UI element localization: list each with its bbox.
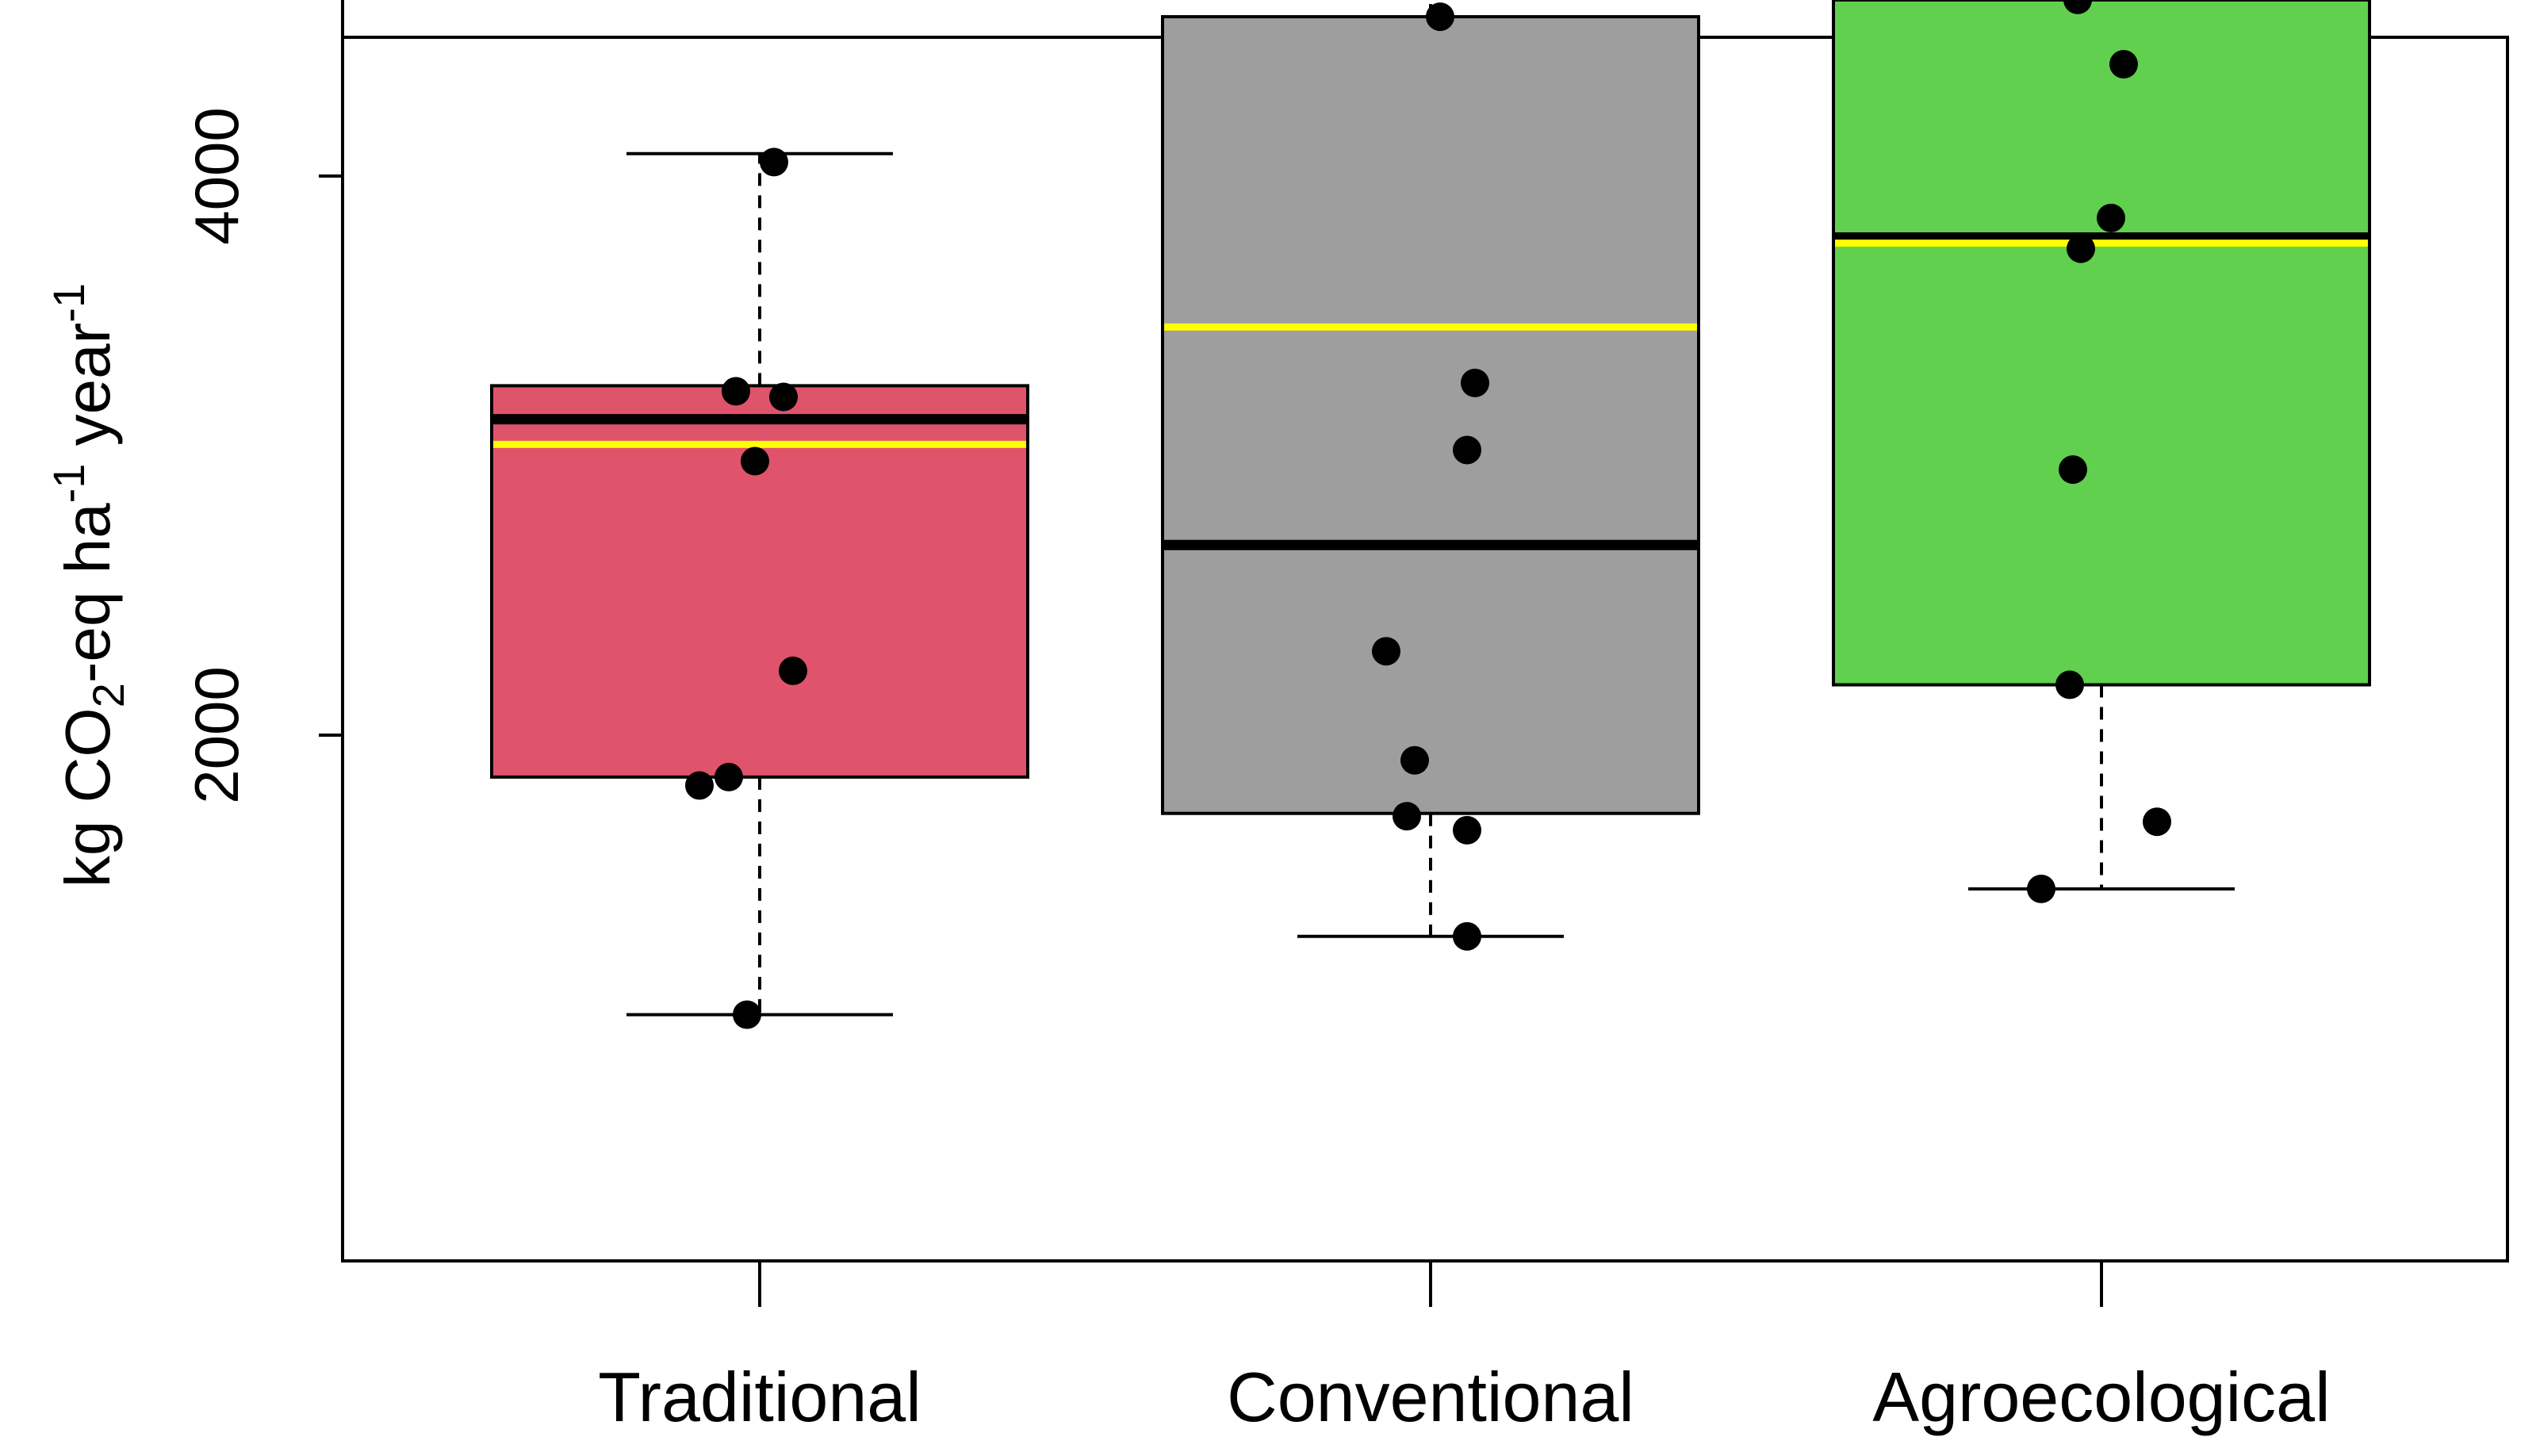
y-axis-label: kg CO2-eq ha-1 year-1 bbox=[44, 283, 133, 887]
data-point bbox=[2143, 807, 2171, 837]
x-category-label: Traditional bbox=[598, 1358, 921, 1436]
data-point bbox=[1372, 637, 1400, 666]
y-axis: 2000400060008000 bbox=[182, 0, 344, 804]
data-point bbox=[1461, 368, 1489, 397]
box-iqr bbox=[490, 384, 1029, 779]
data-point bbox=[2063, 0, 2092, 14]
data-point bbox=[769, 382, 798, 412]
box-groups bbox=[490, 0, 2371, 1029]
data-point bbox=[1453, 435, 1481, 465]
data-point bbox=[779, 656, 807, 685]
y-tick-label: 4000 bbox=[182, 107, 251, 245]
data-point bbox=[722, 377, 750, 406]
data-point bbox=[685, 771, 714, 800]
y-label-mid: -eq ha bbox=[52, 503, 123, 683]
data-point bbox=[1426, 2, 1454, 32]
data-point bbox=[1400, 745, 1429, 775]
data-point bbox=[741, 446, 769, 476]
box-iqr bbox=[1161, 15, 1700, 815]
data-point bbox=[2059, 455, 2087, 485]
y-label-base: kg CO bbox=[52, 707, 123, 887]
data-point bbox=[1453, 921, 1481, 951]
box-agroecological bbox=[1832, 0, 2371, 903]
y-label-sup1: -1 bbox=[44, 464, 94, 504]
x-axis: Traditional Conventional Agroecological bbox=[598, 1261, 2331, 1436]
data-point bbox=[714, 762, 743, 791]
data-point bbox=[760, 148, 788, 177]
data-point bbox=[1393, 802, 1421, 831]
box-conventional bbox=[1161, 0, 1700, 951]
box-iqr bbox=[1832, 0, 2371, 687]
x-category-label: Conventional bbox=[1227, 1358, 1634, 1436]
data-point bbox=[2055, 670, 2084, 699]
data-point bbox=[733, 1000, 761, 1029]
y-tick-label: 2000 bbox=[182, 666, 251, 804]
box-traditional bbox=[490, 148, 1029, 1029]
data-point bbox=[2097, 203, 2125, 232]
y-label-mid2: year bbox=[52, 323, 123, 464]
y-label-sub: 2 bbox=[83, 683, 133, 707]
data-point bbox=[2067, 234, 2095, 263]
data-point bbox=[2109, 50, 2138, 79]
data-point bbox=[2027, 874, 2055, 903]
y-label-sup2: -1 bbox=[44, 283, 94, 323]
data-point bbox=[1453, 815, 1481, 845]
x-category-label: Agroecological bbox=[1872, 1358, 2330, 1436]
